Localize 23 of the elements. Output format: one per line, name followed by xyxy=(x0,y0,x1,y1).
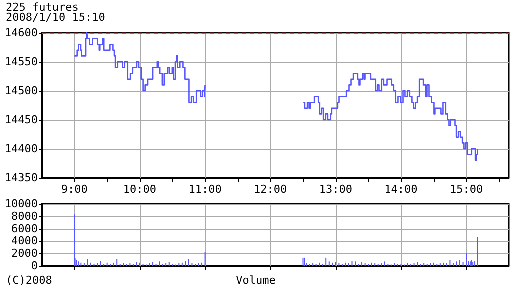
y-tick-label: 4000 xyxy=(12,234,38,248)
y-tick-label: 8000 xyxy=(12,210,38,223)
text: (C)2008 xyxy=(6,274,52,287)
y-tick-label: 14500 xyxy=(4,84,38,98)
x-tick-label: 10:00 xyxy=(123,183,157,196)
x-tick-label: 12:00 xyxy=(254,183,288,196)
x-axis-title: Volume xyxy=(236,274,276,287)
y-tick-label: 14400 xyxy=(4,142,38,156)
chart-subtitle: 2008/1/10 15:10 xyxy=(6,11,106,24)
y-tick-label: 6000 xyxy=(12,222,38,236)
x-tick-label: 15:00 xyxy=(450,183,484,196)
x-tick-label: 14:00 xyxy=(384,183,418,196)
y-tick-label: 14350 xyxy=(4,172,38,184)
x-tick-label: 13:00 xyxy=(319,183,352,196)
y-tick-label: 0 xyxy=(31,260,38,272)
y-tick-label: 14600 xyxy=(4,26,38,40)
x-tick-label: 11:00 xyxy=(188,183,222,196)
y-tick-label: 10000 xyxy=(4,198,38,210)
x-tick-label: 9:00 xyxy=(61,183,88,196)
y-tick-label: 14450 xyxy=(4,114,38,126)
y-tick-label: 2000 xyxy=(12,247,38,260)
chart-title: 225 futures xyxy=(6,1,79,14)
y-tick-label: 14550 xyxy=(4,56,38,68)
